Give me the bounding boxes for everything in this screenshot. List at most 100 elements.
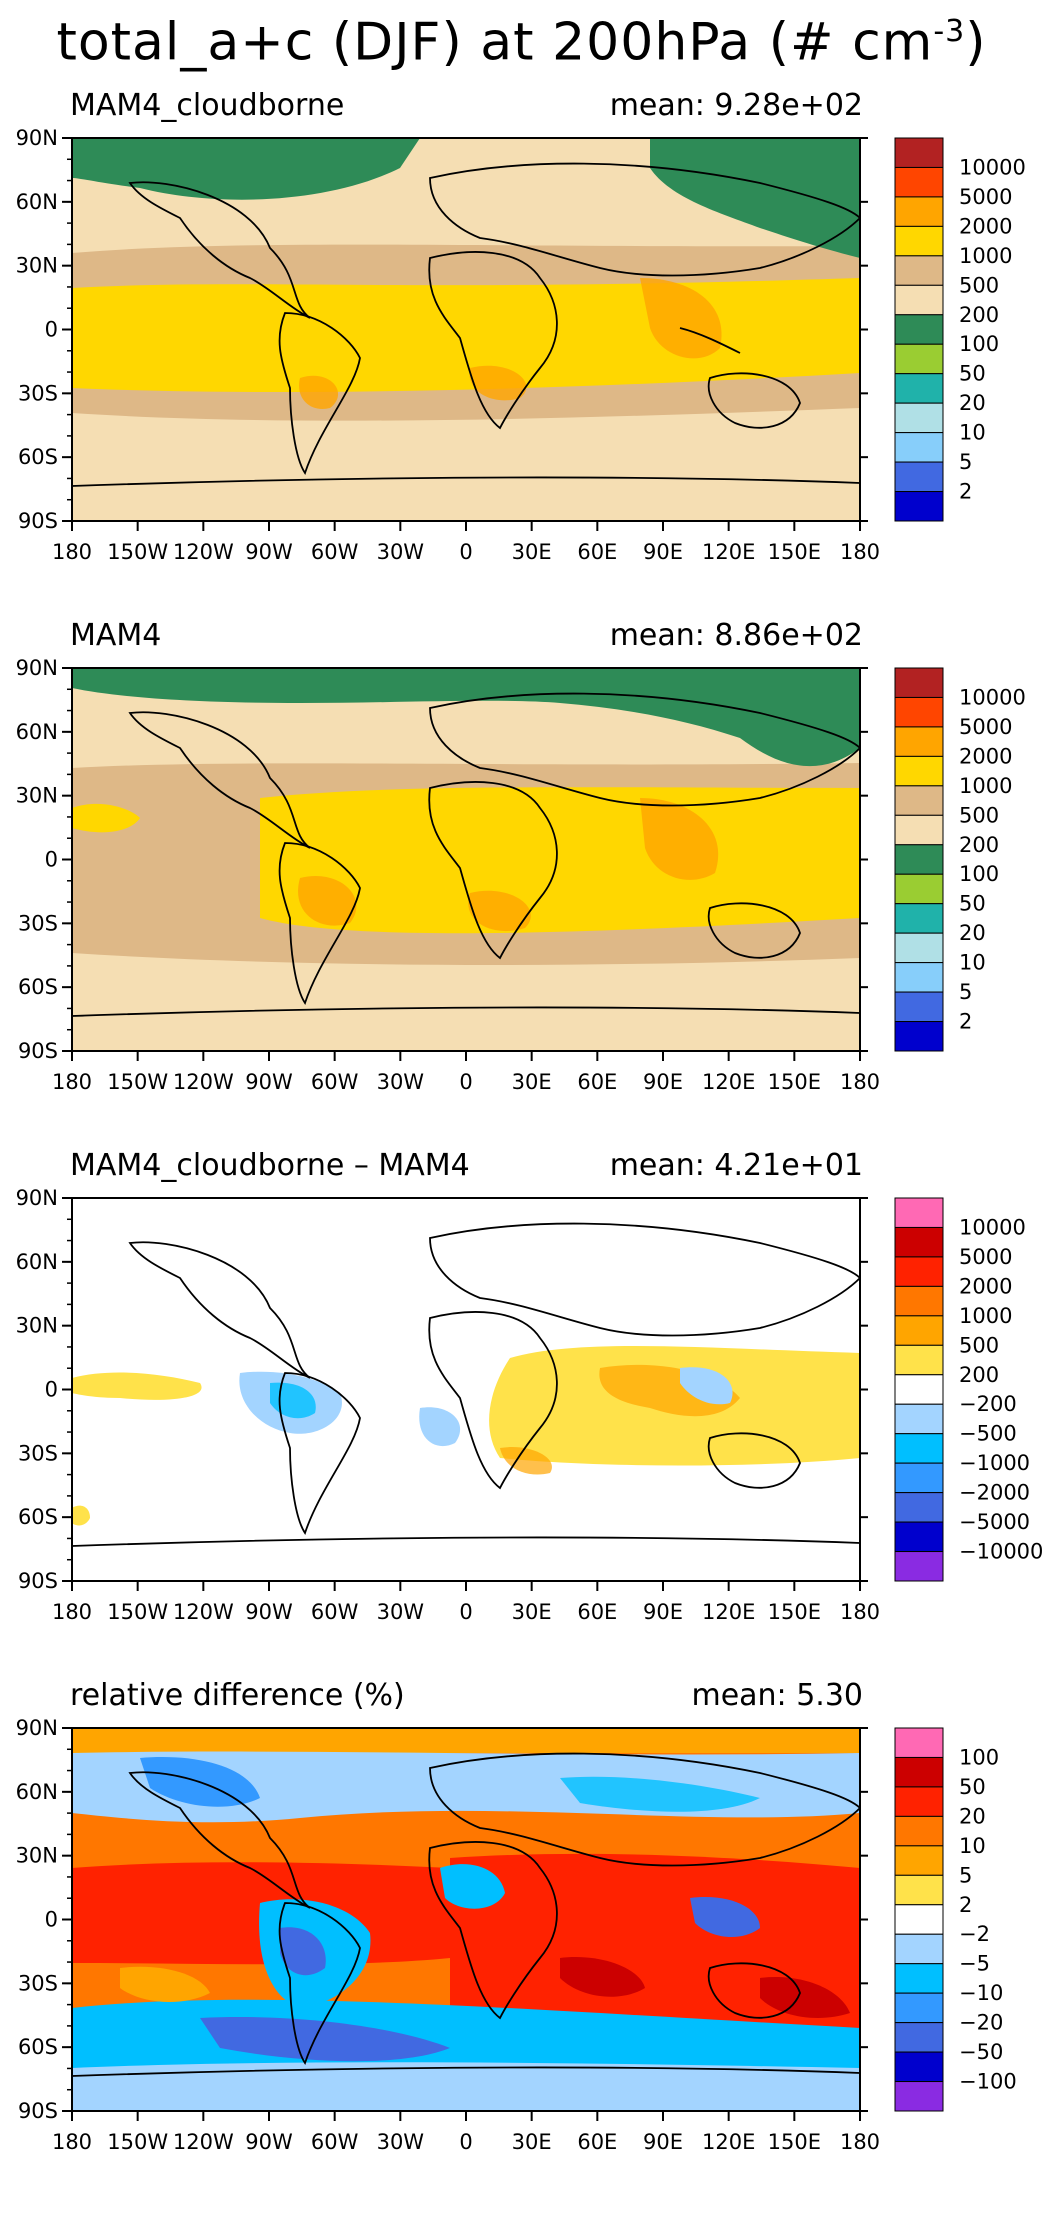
lat-label: 60S <box>18 2035 58 2059</box>
colorbar-swatch <box>894 1285 944 1317</box>
figure-title: total_a+c (DJF) at 200hPa (# cm-3) <box>0 0 1043 74</box>
colorbar: 10000 5000 2000 1000 500 200 −200 −500 −1000 −200… <box>894 1197 1043 1582</box>
lon-label: 90E <box>643 1600 683 1624</box>
lon-label: 30E <box>512 2130 552 2154</box>
colorbar-swatch <box>894 255 944 286</box>
lat-label: 30S <box>18 1971 58 1995</box>
colorbar-label: −10 <box>959 1981 1003 2005</box>
colorbar: 10000 5000 2000 1000 500 200 100 50 20 10 5 2 <box>894 667 1026 1052</box>
colorbar-label: 5 <box>959 1863 972 1887</box>
colorbar-swatch <box>894 432 944 463</box>
longitude-axis: 180 150W 120W 90W 60W 30W 0 30E 60E 90E 120E 150E 18… <box>52 2111 880 2154</box>
lat-label: 30S <box>18 911 58 935</box>
colorbar-swatch <box>894 1315 944 1346</box>
colorbar-swatch <box>894 1197 944 1228</box>
coastlines <box>72 162 860 487</box>
colorbar-label: −2000 <box>959 1481 1030 1505</box>
lon-label: 30W <box>377 1600 425 1624</box>
colorbar-swatch <box>894 461 944 493</box>
lon-label: 120W <box>173 1600 234 1624</box>
colorbar-label: 20 <box>959 391 986 415</box>
lon-label: 180 <box>840 1070 880 1094</box>
colorbar-label: 200 <box>959 303 999 327</box>
colorbar-swatch <box>894 402 944 434</box>
figure-title-exponent: -3 <box>933 14 966 49</box>
colorbar-swatch <box>894 814 944 846</box>
coastlines <box>72 692 860 1017</box>
colorbar-swatch <box>894 2051 944 2083</box>
colorbar-swatch <box>894 1963 944 1994</box>
lon-label: 90W <box>245 1070 293 1094</box>
lon-label: 180 <box>840 1600 880 1624</box>
lon-label: 60W <box>311 540 359 564</box>
colorbar-swatch <box>894 726 944 757</box>
panel-mean: mean: 5.30 <box>691 1678 863 1713</box>
colorbar-label: −2 <box>959 1922 990 1946</box>
colorbar-swatch <box>894 844 944 875</box>
lon-label: 150W <box>107 2130 168 2154</box>
lat-label: 90S <box>18 509 58 533</box>
lon-label: 30E <box>512 540 552 564</box>
lat-label: 90S <box>18 2099 58 2123</box>
colorbar-swatch <box>894 1374 944 1405</box>
panel-title: relative difference (%) <box>70 1678 405 1713</box>
lat-label: 90N <box>16 1718 58 1740</box>
lon-label: 0 <box>459 1600 472 1624</box>
colorbar-swatch <box>894 1727 944 1758</box>
panel-mean: mean: 8.86e+02 <box>609 618 863 653</box>
colorbar-label: −200 <box>959 1392 1017 1416</box>
lat-label: 60S <box>18 1505 58 1529</box>
colorbar-swatch <box>894 137 944 168</box>
lat-label: 90N <box>16 1188 58 1210</box>
figure-title-close: ) <box>965 12 987 73</box>
lon-label: 30E <box>512 1600 552 1624</box>
colorbar-label: 5000 <box>959 715 1012 739</box>
colorbar-label: 200 <box>959 833 999 857</box>
colorbar-swatch <box>894 166 944 198</box>
lon-label: 90W <box>245 2130 293 2154</box>
lat-label: 0 <box>45 318 58 342</box>
longitude-axis: 180 150W 120W 90W 60W 30W 0 30E 60E 90E 120E 150E 18… <box>52 1051 880 1094</box>
colorbar-label: 500 <box>959 803 999 827</box>
colorbar-swatch <box>894 1462 944 1494</box>
panel-mean: mean: 4.21e+01 <box>609 1148 863 1183</box>
lon-label: 90E <box>643 540 683 564</box>
latitude-axis: 90N 60N 30N 0 30S 60S 90S <box>16 1718 868 2123</box>
colorbar-label: −100 <box>959 2070 1017 2094</box>
lon-label: 0 <box>459 2130 472 2154</box>
colorbar-label: −5 <box>959 1952 990 1976</box>
coastlines <box>72 1752 860 2077</box>
colorbar-label: 10 <box>959 421 986 445</box>
lat-label: 30S <box>18 381 58 405</box>
colorbar-label: 20 <box>959 921 986 945</box>
colorbar-swatch <box>894 755 944 787</box>
lon-label: 90E <box>643 2130 683 2154</box>
lat-label: 30N <box>16 254 58 278</box>
colorbar: 100 50 20 10 5 2 −2 −5 −10 −20 −50 −100 <box>894 1727 1017 2112</box>
lat-label: 90S <box>18 1039 58 1063</box>
colorbar-label: −5000 <box>959 1510 1030 1534</box>
colorbar-swatch <box>894 1344 944 1376</box>
colorbar-label: −20 <box>959 2011 1003 2035</box>
colorbar-swatch <box>894 196 944 227</box>
colorbar-swatch <box>894 1021 944 1052</box>
panel-title: MAM4_cloudborne – MAM4 <box>70 1148 470 1183</box>
colorbar-label: 10000 <box>959 155 1026 179</box>
lat-label: 60N <box>16 190 58 214</box>
colorbar-label: 2000 <box>959 214 1012 238</box>
colorbar-label: 1000 <box>959 1304 1012 1328</box>
colorbar-label: 10 <box>959 1834 986 1858</box>
field-contours <box>72 1346 860 1526</box>
figure-title-text: total_a+c (DJF) at 200hPa (# cm <box>56 12 934 73</box>
colorbar-label: 10000 <box>959 685 1026 709</box>
colorbar-label: 10 <box>959 951 986 975</box>
lon-label: 150E <box>768 2130 821 2154</box>
latitude-axis: 90N 60N 30N 0 30S 60S 90S <box>16 1188 868 1593</box>
colorbar-swatch <box>894 314 944 345</box>
colorbar-swatch <box>894 1815 944 1847</box>
colorbar-swatch <box>894 2081 944 2112</box>
colorbar-swatch <box>894 343 944 375</box>
lon-label: 60W <box>311 1600 359 1624</box>
colorbar-swatch <box>894 1756 944 1788</box>
colorbar-swatch <box>894 962 944 993</box>
